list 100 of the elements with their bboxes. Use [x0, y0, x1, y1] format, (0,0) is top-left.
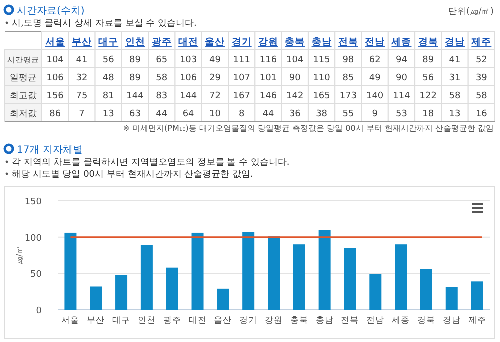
x-tick-label: 울산	[214, 316, 232, 326]
x-tick-label: 경북	[418, 37, 438, 48]
x-tick-label: 전남	[366, 316, 385, 326]
x-tick-label: 제주	[468, 316, 486, 326]
data-label: 81	[102, 92, 114, 102]
data-label: 140	[366, 92, 384, 102]
y-axis-title: ㎍/㎥	[15, 246, 24, 265]
data-label: 53	[396, 110, 408, 120]
data-label: 9	[372, 110, 378, 120]
data-label: 90	[289, 74, 302, 84]
bar	[370, 274, 382, 310]
bar	[64, 232, 77, 310]
y-tick-label: 50	[30, 270, 42, 280]
data-label: 65	[156, 56, 168, 66]
data-label: 122	[420, 92, 437, 102]
x-tick-label: 충남	[312, 37, 332, 48]
x-tick-label: 대전	[188, 316, 207, 326]
data-label: 85	[342, 74, 354, 84]
x-tick-label: 광주	[152, 37, 172, 48]
bar	[192, 232, 204, 310]
x-tick-label: 제주	[470, 37, 492, 48]
data-label: 146	[260, 92, 278, 102]
data-label: 41	[449, 56, 461, 66]
data-label: 49	[369, 74, 382, 84]
chart-title: 시간자료(수치)	[17, 6, 85, 17]
bar	[140, 245, 153, 310]
x-tick-label: 광주	[163, 316, 182, 326]
bar	[395, 244, 408, 310]
x-tick-label: 인천	[138, 316, 156, 326]
x-tick-label: 강원	[258, 37, 278, 48]
data-label: 83	[156, 92, 168, 102]
data-label: 103	[180, 56, 198, 66]
bar	[318, 230, 331, 310]
x-tick-label: 충북	[285, 37, 306, 48]
x-tick-label: 부산	[87, 316, 106, 326]
data-label: 44	[156, 110, 168, 120]
bar	[344, 248, 356, 310]
data-label: 107	[233, 74, 250, 84]
data-label: 110	[313, 74, 331, 84]
data-label: 98	[342, 56, 354, 66]
bar	[268, 236, 280, 310]
data-label: 142	[286, 92, 304, 102]
x-tick-label: 경기	[232, 37, 252, 48]
data-label: 90	[396, 74, 408, 84]
x-tick-label: 인천	[125, 37, 146, 48]
data-label: 64	[182, 110, 195, 120]
data-label: 52	[476, 56, 488, 66]
data-label: 8	[238, 110, 245, 120]
chart-subtitle: 시,도명 클릭시 상세 자료를 보실 수 있습니다.	[12, 19, 197, 29]
x-tick-label: 서울	[62, 316, 80, 326]
x-tick-label: 대구	[112, 316, 131, 326]
x-tick-label: 전북	[338, 37, 358, 48]
data-label: 173	[340, 92, 358, 102]
bar	[217, 288, 230, 310]
data-label: 104	[46, 56, 64, 66]
x-tick-label: 경기	[240, 316, 258, 326]
data-label: 89	[422, 56, 434, 66]
data-label: 10	[209, 110, 222, 120]
data-label: 167	[233, 92, 250, 102]
x-tick-label: 대전	[178, 37, 199, 48]
data-label: 41	[76, 56, 88, 66]
data-label: 75	[76, 92, 88, 102]
x-tick-label: 충남	[316, 316, 334, 326]
data-label: 101	[260, 74, 278, 84]
data-label: 31	[449, 74, 461, 84]
data-label: 38	[316, 110, 328, 120]
data-label: 48	[102, 74, 115, 84]
data-label: 89	[130, 74, 142, 84]
data-label: 32	[76, 74, 88, 84]
x-tick-label: 경북	[417, 316, 436, 326]
bar	[166, 268, 178, 310]
data-label: 58	[156, 74, 168, 84]
text: 각 지역의 차트를 클릭하시면 지역별오염도의 정보를 볼 수 있습니다.	[12, 158, 290, 168]
x-tick-label: 전북	[341, 316, 360, 326]
data-label: 114	[393, 92, 411, 102]
data-label: 144	[180, 92, 198, 102]
data-label: 16	[476, 110, 488, 120]
data-label: 58	[476, 92, 488, 102]
data-label: 106	[180, 74, 198, 84]
y-tick-label: 최저값	[10, 110, 37, 120]
x-tick-label: 부산	[72, 37, 92, 48]
text: ※ 미세먼지(PM₁₀)등 대기오염물질의 당일평균 측정값은 당일 00시 부터 현재시간까지 산술평균한 값임	[123, 124, 494, 133]
x-tick-label: 경남	[442, 316, 461, 326]
data-label: 165	[313, 92, 330, 102]
data-label: 44	[262, 110, 274, 120]
y-tick-label: 일평균	[10, 74, 37, 84]
data-label: 72	[209, 92, 221, 102]
x-tick-label: 세종	[392, 316, 410, 326]
x-tick-label: 경남	[445, 37, 466, 48]
data-label: 115	[313, 56, 330, 66]
bar	[242, 232, 255, 310]
data-label: 86	[50, 110, 62, 120]
bar	[116, 275, 128, 310]
text: 해당 시도별 당일 00시 부터 현재시간까지 산술평균한 값임.	[12, 170, 254, 180]
data-label: 7	[79, 110, 85, 120]
x-tick-label: 대구	[98, 37, 119, 48]
y-tick-label: 0	[36, 306, 42, 316]
data-label: 116	[260, 56, 278, 66]
data-label: 56	[422, 74, 434, 84]
data-label: 58	[449, 92, 462, 102]
